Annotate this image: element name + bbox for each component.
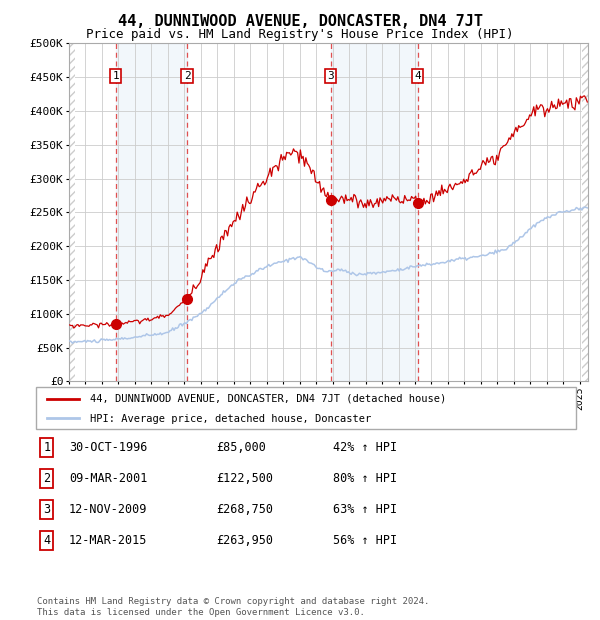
Text: £263,950: £263,950 (216, 534, 273, 547)
Text: 09-MAR-2001: 09-MAR-2001 (69, 472, 148, 485)
Text: £268,750: £268,750 (216, 503, 273, 516)
Text: 4: 4 (43, 534, 50, 547)
Bar (69, 43, 75, 381)
Text: 44, DUNNIWOOD AVENUE, DONCASTER, DN4 7JT (detached house): 44, DUNNIWOOD AVENUE, DONCASTER, DN4 7JT… (90, 394, 446, 404)
Text: 3: 3 (43, 503, 50, 516)
Text: 1: 1 (112, 71, 119, 81)
Text: 2: 2 (43, 472, 50, 485)
Text: 12-MAR-2015: 12-MAR-2015 (69, 534, 148, 547)
Text: 12-NOV-2009: 12-NOV-2009 (69, 503, 148, 516)
Text: 56% ↑ HPI: 56% ↑ HPI (333, 534, 397, 547)
Bar (582, 43, 590, 381)
Text: £85,000: £85,000 (216, 441, 266, 454)
Text: 42% ↑ HPI: 42% ↑ HPI (333, 441, 397, 454)
Text: £122,500: £122,500 (216, 472, 273, 485)
Text: 3: 3 (327, 71, 334, 81)
Text: HPI: Average price, detached house, Doncaster: HPI: Average price, detached house, Donc… (90, 414, 371, 423)
Text: 4: 4 (415, 71, 421, 81)
Text: 80% ↑ HPI: 80% ↑ HPI (333, 472, 397, 485)
FancyBboxPatch shape (36, 387, 576, 429)
Text: 1: 1 (43, 441, 50, 454)
Bar (331, 43, 418, 381)
Text: 63% ↑ HPI: 63% ↑ HPI (333, 503, 397, 516)
Text: 30-OCT-1996: 30-OCT-1996 (69, 441, 148, 454)
Text: Price paid vs. HM Land Registry's House Price Index (HPI): Price paid vs. HM Land Registry's House … (86, 28, 514, 41)
Text: 44, DUNNIWOOD AVENUE, DONCASTER, DN4 7JT: 44, DUNNIWOOD AVENUE, DONCASTER, DN4 7JT (118, 14, 482, 29)
Text: Contains HM Land Registry data © Crown copyright and database right 2024.
This d: Contains HM Land Registry data © Crown c… (37, 598, 430, 617)
Text: 2: 2 (184, 71, 190, 81)
Bar (116, 43, 187, 381)
